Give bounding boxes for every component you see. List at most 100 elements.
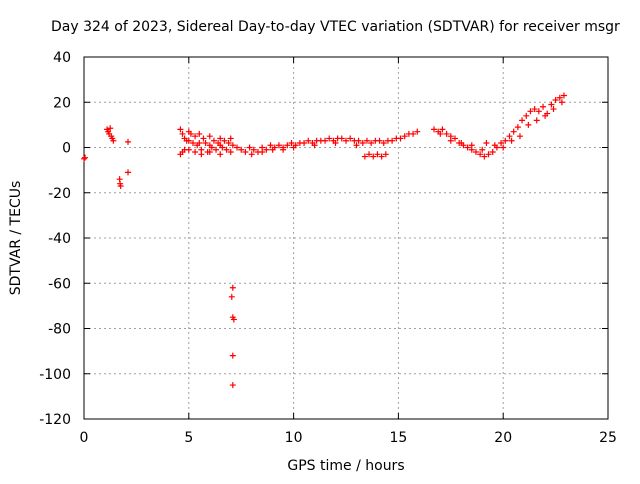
data-point: [234, 144, 241, 151]
data-point: [380, 139, 387, 146]
data-point: [269, 146, 276, 153]
data-point: [225, 139, 232, 146]
data-point: [397, 135, 404, 142]
data-point: [284, 142, 291, 149]
data-point: [125, 138, 132, 145]
data-point: [468, 142, 475, 149]
data-point: [491, 142, 498, 149]
data-point: [506, 133, 513, 140]
data-point: [368, 139, 375, 146]
data-point: [531, 106, 538, 113]
data-point: [196, 130, 203, 137]
data-point: [361, 153, 368, 160]
data-point: [548, 101, 555, 108]
data-point: [322, 137, 329, 144]
data-point: [242, 149, 249, 156]
data-point: [229, 284, 236, 291]
x-tick-label: 5: [184, 430, 193, 446]
data-point: [192, 133, 199, 140]
x-axis-label: GPS time / hours: [287, 458, 404, 474]
data-point: [355, 137, 362, 144]
data-point: [275, 142, 282, 149]
y-tick-labels: -120 -100 -80 -60 -40 -20 0 20 40: [39, 50, 71, 428]
data-point: [472, 149, 479, 156]
y-tick-label: 0: [62, 141, 71, 157]
data-point: [556, 94, 563, 101]
y-tick-label: -60: [48, 276, 71, 292]
data-point: [523, 112, 530, 119]
data-point: [117, 182, 124, 189]
grid: [84, 57, 608, 419]
data-point: [125, 169, 132, 176]
y-tick-label: 20: [53, 95, 71, 111]
data-point: [508, 137, 515, 144]
y-tick-label: -40: [48, 231, 71, 247]
y-tick-label: -20: [48, 186, 71, 202]
data-point: [206, 149, 213, 156]
data-point: [290, 144, 297, 151]
data-point: [311, 142, 318, 149]
data-point: [187, 130, 194, 137]
data-point: [500, 144, 507, 151]
data-point: [516, 133, 523, 140]
data-point: [363, 137, 370, 144]
data-point: [177, 126, 184, 133]
data-point: [185, 137, 192, 144]
data-point: [382, 151, 389, 158]
data-point: [248, 151, 255, 158]
data-point: [221, 137, 228, 144]
data-point: [332, 139, 339, 146]
data-point: [326, 135, 333, 142]
data-point: [301, 139, 308, 146]
data-point: [410, 130, 417, 137]
data-point: [535, 108, 542, 115]
data-point: [481, 153, 488, 160]
chart-title: Day 324 of 2023, Sidereal Day-to-day VTE…: [51, 19, 620, 35]
y-tick-label: 40: [53, 50, 71, 66]
data-point: [179, 130, 186, 137]
data-point: [238, 146, 245, 153]
data-point: [374, 151, 381, 158]
data-point: [227, 149, 234, 156]
data-point: [533, 117, 540, 124]
x-tick-label: 15: [389, 430, 407, 446]
y-tick-label: -120: [39, 412, 71, 428]
data-point: [259, 149, 266, 156]
data-point: [288, 139, 295, 146]
data-point: [305, 137, 312, 144]
data-point: [378, 153, 385, 160]
data-point: [192, 149, 199, 156]
data-point: [401, 133, 408, 140]
data-point: [376, 137, 383, 144]
data-point: [353, 142, 360, 149]
data-point: [189, 139, 196, 146]
data-point: [200, 135, 207, 142]
data-point: [464, 144, 471, 151]
data-point: [485, 151, 492, 158]
axis-ticks: [83, 56, 609, 420]
x-tick-label: 0: [80, 430, 89, 446]
data-point: [246, 144, 253, 151]
data-point: [552, 96, 559, 103]
data-point: [447, 137, 454, 144]
y-tick-label: -100: [39, 367, 71, 383]
data-point: [527, 108, 534, 115]
data-point: [502, 137, 509, 144]
data-point: [81, 155, 87, 162]
data-point: [510, 128, 517, 135]
data-point: [250, 146, 257, 153]
data-point: [437, 130, 444, 137]
data-point: [228, 293, 235, 300]
data-point: [489, 149, 496, 156]
data-point: [210, 137, 217, 144]
data-point: [366, 151, 373, 158]
data-point: [223, 146, 230, 153]
x-tick-labels: 0 5 10 15 20 25: [80, 430, 617, 446]
y-axis-label: SDTVAR / TECUs: [8, 181, 24, 296]
x-tick-label: 20: [494, 430, 512, 446]
data-point: [477, 151, 484, 158]
data-point: [519, 117, 526, 124]
x-tick-label: 10: [285, 430, 303, 446]
data-point: [431, 126, 438, 133]
data-point: [217, 151, 224, 158]
